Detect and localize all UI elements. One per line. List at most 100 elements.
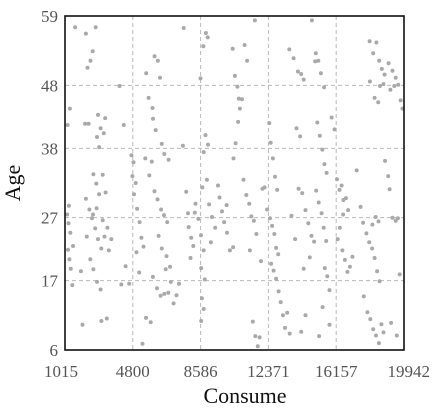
data-point: [373, 215, 378, 219]
data-point: [361, 294, 366, 299]
data-point: [102, 234, 107, 239]
data-point: [345, 269, 350, 274]
data-point: [196, 216, 201, 221]
data-point: [155, 197, 160, 202]
data-point: [148, 320, 153, 325]
data-point: [293, 237, 298, 242]
data-point: [390, 215, 395, 220]
data-point: [325, 274, 330, 279]
data-point: [301, 77, 306, 82]
data-point: [130, 174, 135, 179]
data-point: [153, 128, 158, 133]
data-point: [244, 193, 249, 197]
data-point: [139, 235, 144, 240]
data-point: [105, 225, 110, 230]
data-point: [272, 232, 277, 236]
data-point: [158, 293, 163, 298]
data-point: [231, 245, 236, 250]
data-point: [101, 131, 106, 136]
y-tick-label: 6: [50, 341, 59, 360]
data-point: [374, 40, 379, 45]
data-point: [397, 272, 402, 277]
data-point: [163, 267, 168, 272]
data-point: [83, 196, 88, 201]
data-point: [367, 240, 372, 245]
data-point: [127, 281, 132, 286]
data-point: [78, 269, 83, 274]
data-point: [121, 123, 126, 127]
data-point: [171, 301, 176, 306]
data-point: [324, 239, 329, 243]
data-point: [137, 220, 142, 225]
data-point: [199, 296, 204, 301]
data-point: [100, 172, 105, 177]
data-point: [241, 177, 246, 182]
data-point: [103, 190, 108, 195]
data-point: [204, 177, 209, 182]
data-point: [371, 327, 376, 332]
data-point: [396, 82, 401, 87]
data-point: [94, 206, 99, 211]
data-point: [274, 276, 279, 281]
data-point: [88, 257, 93, 262]
data-point: [278, 300, 283, 305]
data-point: [237, 106, 242, 111]
data-point: [364, 231, 369, 236]
data-point: [144, 315, 148, 320]
data-point: [254, 232, 259, 236]
data-point: [322, 85, 327, 90]
data-point: [230, 46, 235, 51]
data-point: [203, 31, 208, 35]
data-point: [181, 26, 186, 30]
data-point: [299, 72, 304, 76]
data-point: [103, 116, 108, 121]
y-tick-label: 27: [41, 209, 59, 228]
data-point: [370, 246, 375, 251]
data-point: [245, 58, 250, 63]
x-tick-labels: 1015 4800 8586 12371 16157 19942: [44, 362, 430, 381]
data-point: [231, 156, 236, 161]
data-point: [236, 96, 241, 101]
data-point: [150, 106, 155, 110]
y-tick-label: 48: [41, 76, 58, 95]
data-point: [267, 121, 272, 126]
data-point: [309, 233, 314, 238]
data-point: [227, 248, 232, 253]
data-point: [149, 159, 154, 164]
data-point: [393, 75, 398, 80]
data-point: [141, 244, 146, 249]
data-point: [271, 268, 276, 273]
data-point: [299, 329, 304, 334]
data-point: [159, 246, 164, 251]
data-point: [99, 319, 104, 323]
data-point: [137, 270, 142, 275]
data-point: [67, 257, 72, 262]
plot-frame: [64, 15, 405, 351]
data-point: [106, 248, 111, 253]
data-point: [99, 246, 104, 251]
data-point: [159, 141, 164, 146]
data-point: [93, 25, 98, 30]
data-point: [207, 202, 212, 207]
data-point: [162, 152, 167, 156]
data-point: [343, 196, 348, 201]
data-point: [255, 344, 260, 349]
data-point: [189, 235, 194, 240]
data-point: [398, 98, 403, 103]
data-point: [335, 237, 340, 242]
data-point: [341, 212, 346, 217]
data-point: [217, 195, 222, 200]
data-point: [294, 126, 299, 131]
data-point: [66, 203, 71, 208]
data-point: [390, 68, 395, 73]
data-point: [210, 215, 214, 219]
data-point: [350, 254, 355, 259]
data-point: [70, 283, 75, 288]
data-point: [335, 177, 339, 182]
data-point: [240, 97, 244, 102]
data-point: [174, 293, 179, 298]
data-point: [273, 174, 277, 179]
data-point: [370, 222, 375, 227]
data-point: [166, 157, 171, 162]
data-point: [83, 121, 87, 126]
